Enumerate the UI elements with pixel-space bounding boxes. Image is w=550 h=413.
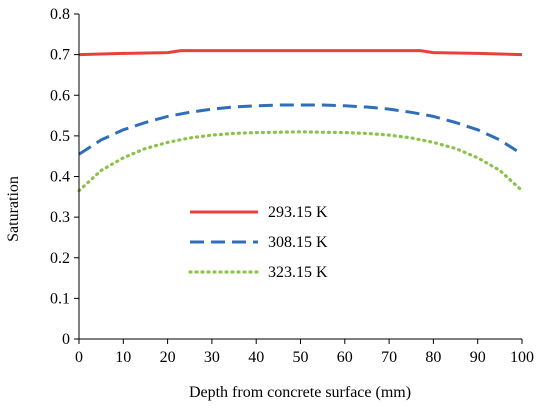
y-tick-label: 0.3 — [50, 209, 70, 226]
x-tick-label: 20 — [160, 349, 176, 366]
x-tick-label: 70 — [381, 349, 397, 366]
y-tick-label: 0.4 — [50, 169, 70, 186]
y-axis-label: Saturation — [5, 176, 22, 242]
x-tick-label: 80 — [425, 349, 441, 366]
legend: 293.15 K 308.15 K 323.15 K — [188, 204, 328, 281]
x-tick-label: 100 — [510, 349, 534, 366]
legend-label-1: 293.15 K — [268, 204, 328, 221]
x-tick-label: 50 — [293, 349, 309, 366]
y-tick-label: 0.5 — [50, 128, 70, 145]
x-tick-label: 90 — [470, 349, 486, 366]
x-tick-label: 0 — [75, 349, 83, 366]
y-axis-ticks: 0 0.1 0.2 0.3 0.4 0.5 0.6 0.7 0.8 — [50, 6, 79, 348]
y-tick-label: 0.8 — [50, 6, 70, 23]
series-line-3 — [77, 130, 524, 193]
series-lines — [77, 49, 524, 193]
x-tick-label: 40 — [248, 349, 264, 366]
x-axis-ticks: 0 10 20 30 40 50 60 70 80 90 100 — [75, 339, 534, 366]
x-tick-label: 30 — [204, 349, 220, 366]
series-line-1 — [78, 49, 523, 57]
x-axis-label: Depth from concrete surface (mm) — [189, 384, 411, 401]
y-tick-label: 0.6 — [50, 87, 70, 104]
x-tick-label: 60 — [337, 349, 353, 366]
legend-label-2: 308.15 K — [268, 234, 328, 251]
y-tick-label: 0 — [62, 331, 70, 348]
x-tick-label: 10 — [115, 349, 131, 366]
series-line-2 — [78, 103, 523, 156]
y-tick-label: 0.7 — [50, 47, 70, 64]
y-tick-label: 0.2 — [50, 250, 70, 267]
legend-label-3: 323.15 K — [268, 264, 328, 281]
y-tick-label: 0.1 — [50, 290, 70, 307]
